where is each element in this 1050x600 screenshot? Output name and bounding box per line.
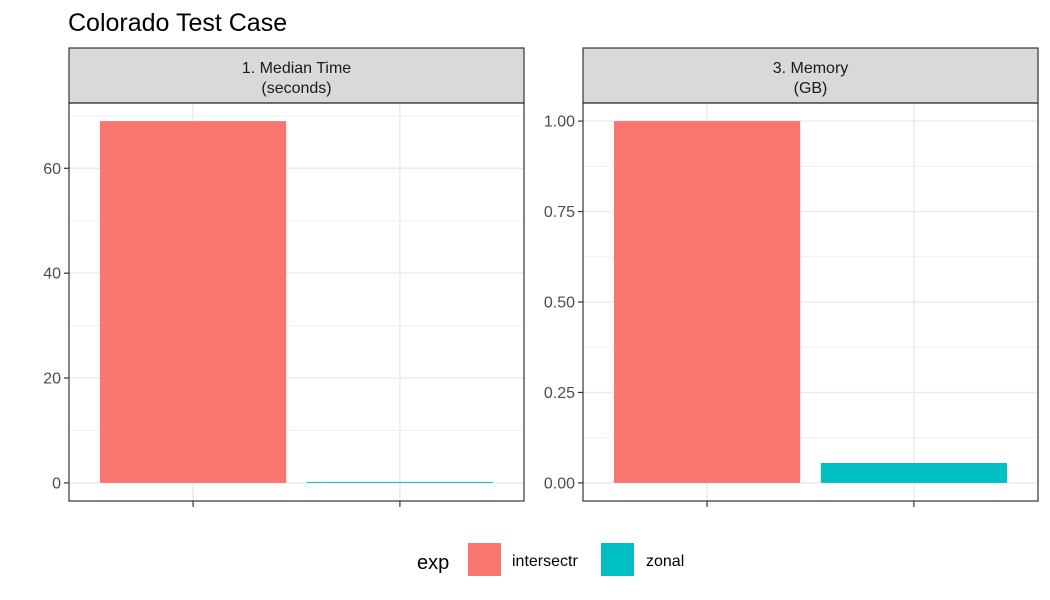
legend-title: exp: [417, 552, 449, 574]
y-tick-label: 20: [43, 371, 61, 388]
chart-title: Colorado Test Case: [68, 9, 287, 37]
y-tick-label: 1.00: [544, 114, 575, 131]
bar-zonal: [306, 481, 493, 483]
y-tick-label: 40: [43, 266, 61, 283]
facet-strip: [582, 47, 1039, 104]
facet-strip-subtitle: (seconds): [261, 80, 331, 97]
y-tick-label: 0.75: [544, 204, 575, 221]
y-tick-label: 0.50: [544, 295, 575, 312]
legend-key-intersectr: [468, 543, 501, 576]
legend-label-zonal: zonal: [646, 553, 684, 570]
legend-key-zonal: [601, 543, 634, 576]
legend-label-intersectr: intersectr: [512, 553, 578, 570]
facet-strip-subtitle: (GB): [794, 80, 828, 97]
y-tick-label: 0.25: [544, 385, 575, 402]
facet-strip-title: 1. Median Time: [242, 60, 351, 77]
panel-border: [68, 102, 525, 502]
facet-panel-1: 1. Median Time (seconds) 0 20 40 60: [43, 47, 525, 507]
facet-strip: [68, 47, 525, 104]
bar-zonal: [820, 463, 1007, 483]
legend: exp intersectr zonal: [417, 543, 684, 576]
facets-group: 1. Median Time (seconds) 0 20 40 60 3. Memory (…: [43, 47, 1039, 507]
y-tick-label: 0: [52, 475, 61, 492]
bar-intersectr: [614, 121, 801, 483]
facet-panel-2: 3. Memory (GB) 0.00 0.25 0.50 0.75 1.00: [544, 47, 1039, 507]
y-tick-label: 60: [43, 161, 61, 178]
bar-intersectr: [100, 121, 287, 483]
y-tick-label: 0.00: [544, 475, 575, 492]
facet-strip-title: 3. Memory: [773, 60, 849, 77]
